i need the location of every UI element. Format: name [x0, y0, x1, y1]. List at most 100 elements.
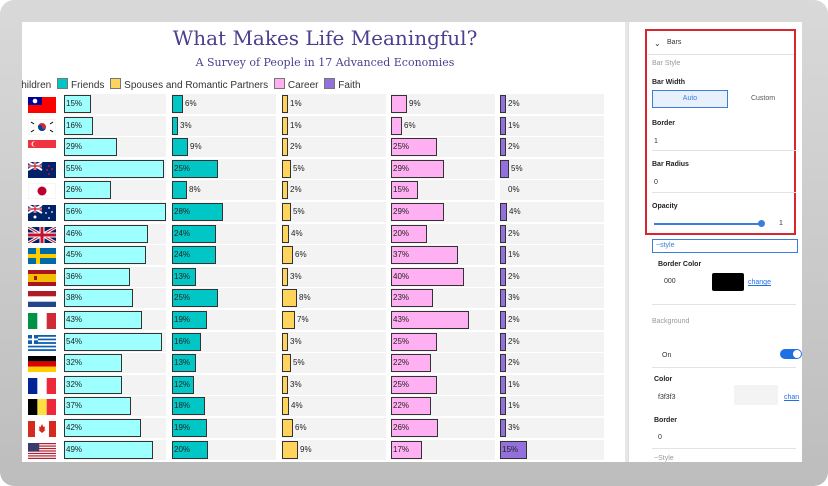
bar-faith-spain[interactable]: [500, 267, 506, 286]
bar-friends-canada[interactable]: [172, 419, 207, 437]
bar-friends-italy[interactable]: [172, 311, 207, 329]
bar-friends-sweden[interactable]: [172, 246, 216, 265]
bar-spouses-and-romantic-partners-netherlands[interactable]: [282, 289, 297, 308]
bar-career-singapore[interactable]: [391, 138, 437, 157]
bar-career-germany[interactable]: [391, 354, 431, 373]
bar-friends-australia[interactable]: [172, 203, 223, 221]
bar-career-france[interactable]: [391, 375, 437, 394]
bar-career-taiwan[interactable]: [391, 95, 407, 113]
bar-faith-france[interactable]: [500, 375, 506, 394]
bar-career-japan[interactable]: [391, 181, 418, 200]
bar-friends-new-zealand[interactable]: [172, 159, 218, 178]
bar-faith-netherlands[interactable]: [500, 289, 506, 308]
color-change-link[interactable]: chan: [784, 394, 800, 401]
bar-faith-greece[interactable]: [500, 332, 506, 351]
bar-spouses-and-romantic-partners-greece[interactable]: [282, 332, 288, 351]
bar-faith-australia[interactable]: [500, 203, 507, 221]
bar-spouses-and-romantic-partners-taiwan[interactable]: [282, 95, 288, 113]
bar-spouses-and-romantic-partners-united-states[interactable]: [282, 440, 298, 459]
border-color-input[interactable]: 000: [664, 278, 676, 285]
bar-career-canada[interactable]: [391, 419, 438, 437]
bar-children-japan[interactable]: [64, 181, 111, 200]
bar-children-germany[interactable]: [64, 354, 122, 373]
bar-friends-greece[interactable]: [172, 332, 201, 351]
bar-faith-united-kingdom[interactable]: [500, 224, 506, 243]
bar-friends-germany[interactable]: [172, 354, 196, 373]
bar-spouses-and-romantic-partners-spain[interactable]: [282, 267, 288, 286]
bar-faith-sweden[interactable]: [500, 246, 506, 265]
border2-input[interactable]: 0: [658, 434, 662, 441]
bar-faith-south-korea[interactable]: [500, 116, 506, 135]
style-section-cut[interactable]: ~Style: [654, 455, 674, 462]
bar-children-belgium[interactable]: [64, 397, 131, 416]
bar-width-custom-button[interactable]: Custom: [750, 95, 776, 102]
bar-friends-united-states[interactable]: [172, 440, 208, 459]
bar-faith-canada[interactable]: [500, 419, 506, 437]
border-input[interactable]: 1: [654, 138, 658, 145]
bar-radius-input[interactable]: 0: [654, 179, 658, 186]
bar-children-taiwan[interactable]: [64, 95, 91, 113]
bar-children-france[interactable]: [64, 375, 122, 394]
bar-friends-netherlands[interactable]: [172, 289, 218, 308]
bar-career-belgium[interactable]: [391, 397, 431, 416]
bar-spouses-and-romantic-partners-france[interactable]: [282, 375, 288, 394]
bar-spouses-and-romantic-partners-canada[interactable]: [282, 419, 293, 437]
bar-width-auto-button[interactable]: Auto: [652, 90, 728, 108]
bar-career-greece[interactable]: [391, 332, 437, 351]
color-input[interactable]: f3f3f3: [658, 394, 676, 401]
bar-faith-new-zealand[interactable]: [500, 159, 509, 178]
style-filter-input[interactable]: ~style: [652, 239, 798, 253]
bar-spouses-and-romantic-partners-australia[interactable]: [282, 203, 291, 221]
border-color-change-link[interactable]: change: [748, 279, 771, 286]
bar-children-netherlands[interactable]: [64, 289, 133, 308]
bar-children-canada[interactable]: [64, 419, 141, 437]
bar-friends-spain[interactable]: [172, 267, 196, 286]
bar-faith-germany[interactable]: [500, 354, 506, 373]
bar-children-spain[interactable]: [64, 267, 130, 286]
bar-faith-italy[interactable]: [500, 311, 506, 329]
bar-friends-taiwan[interactable]: [172, 95, 183, 113]
bars-section-title[interactable]: Bars: [667, 39, 682, 46]
bar-spouses-and-romantic-partners-united-kingdom[interactable]: [282, 224, 289, 243]
opacity-slider-handle[interactable]: [758, 220, 765, 227]
bar-faith-taiwan[interactable]: [500, 95, 506, 113]
bar-spouses-and-romantic-partners-sweden[interactable]: [282, 246, 293, 265]
bar-children-greece[interactable]: [64, 332, 162, 351]
bar-spouses-and-romantic-partners-new-zealand[interactable]: [282, 159, 291, 178]
bar-career-sweden[interactable]: [391, 246, 458, 265]
bar-career-netherlands[interactable]: [391, 289, 433, 308]
bar-career-united-states[interactable]: [391, 440, 422, 459]
bar-friends-france[interactable]: [172, 375, 194, 394]
chevron-down-icon[interactable]: ⌄: [654, 39, 661, 48]
bar-children-singapore[interactable]: [64, 138, 117, 157]
bar-friends-singapore[interactable]: [172, 138, 188, 157]
bar-friends-south-korea[interactable]: [172, 116, 178, 135]
color-swatch[interactable]: [734, 385, 778, 405]
chart-scrollbar[interactable]: [625, 22, 628, 462]
border-color-swatch[interactable]: [712, 273, 744, 291]
bar-career-spain[interactable]: [391, 267, 464, 286]
bar-friends-belgium[interactable]: [172, 397, 205, 416]
bar-children-sweden[interactable]: [64, 246, 146, 265]
bar-faith-united-states[interactable]: [500, 440, 527, 459]
bar-career-italy[interactable]: [391, 311, 469, 329]
bar-children-south-korea[interactable]: [64, 116, 93, 135]
bar-children-italy[interactable]: [64, 311, 142, 329]
bar-friends-japan[interactable]: [172, 181, 187, 200]
bar-faith-belgium[interactable]: [500, 397, 506, 416]
bar-spouses-and-romantic-partners-south-korea[interactable]: [282, 116, 288, 135]
background-toggle[interactable]: [780, 349, 802, 359]
bar-children-new-zealand[interactable]: [64, 159, 164, 178]
bar-career-south-korea[interactable]: [391, 116, 402, 135]
bar-spouses-and-romantic-partners-japan[interactable]: [282, 181, 288, 200]
bar-spouses-and-romantic-partners-germany[interactable]: [282, 354, 291, 373]
bar-spouses-and-romantic-partners-singapore[interactable]: [282, 138, 288, 157]
bar-spouses-and-romantic-partners-belgium[interactable]: [282, 397, 289, 416]
bar-faith-singapore[interactable]: [500, 138, 506, 157]
bar-children-united-states[interactable]: [64, 440, 153, 459]
bar-career-united-kingdom[interactable]: [391, 224, 427, 243]
bar-children-united-kingdom[interactable]: [64, 224, 148, 243]
bar-children-australia[interactable]: [64, 203, 166, 221]
bar-career-new-zealand[interactable]: [391, 159, 444, 178]
bar-friends-united-kingdom[interactable]: [172, 224, 216, 243]
